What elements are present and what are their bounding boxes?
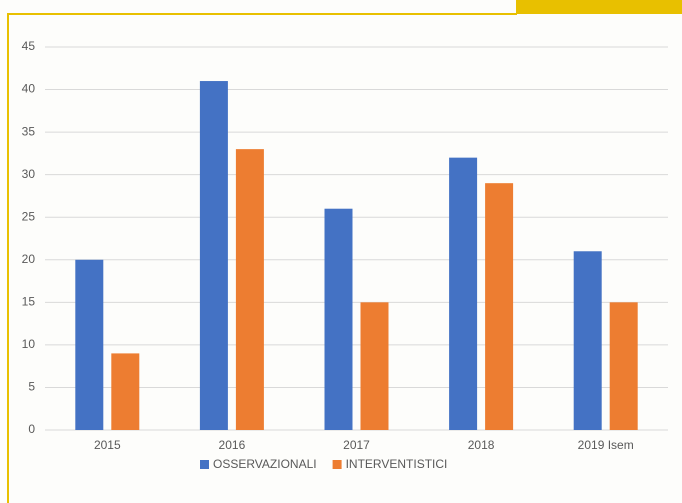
y-tick-label: 25 — [22, 209, 36, 223]
bar — [573, 251, 602, 430]
bar — [199, 81, 228, 431]
y-tick-label: 20 — [22, 252, 36, 266]
x-tick-label: 2017 — [343, 438, 370, 452]
y-tick-label: 35 — [22, 124, 36, 138]
bar — [449, 157, 478, 430]
bar — [235, 149, 264, 430]
y-tick-label: 5 — [28, 380, 35, 394]
y-tick-label: 15 — [22, 295, 36, 309]
x-tick-label: 2015 — [94, 438, 121, 452]
y-tick-label: 45 — [22, 39, 36, 53]
x-tick-label: 2016 — [219, 438, 246, 452]
bar — [75, 259, 104, 430]
bar — [111, 353, 140, 430]
x-tick-label: 2018 — [468, 438, 495, 452]
x-tick-label: 2019 Isem — [578, 438, 634, 452]
bar — [360, 302, 389, 430]
bar — [609, 302, 638, 430]
y-tick-label: 10 — [22, 337, 36, 351]
bar — [324, 208, 353, 430]
legend-swatch — [200, 460, 209, 469]
y-tick-label: 40 — [22, 82, 36, 96]
legend-label: OSSERVAZIONALI — [213, 457, 317, 471]
bar — [485, 183, 514, 430]
header-tab — [517, 0, 682, 14]
frame — [7, 13, 517, 503]
y-tick-label: 30 — [22, 167, 36, 181]
y-tick-label: 0 — [28, 422, 35, 436]
legend-swatch — [332, 460, 342, 469]
legend-label: INTERVENTISTICI — [346, 457, 448, 471]
